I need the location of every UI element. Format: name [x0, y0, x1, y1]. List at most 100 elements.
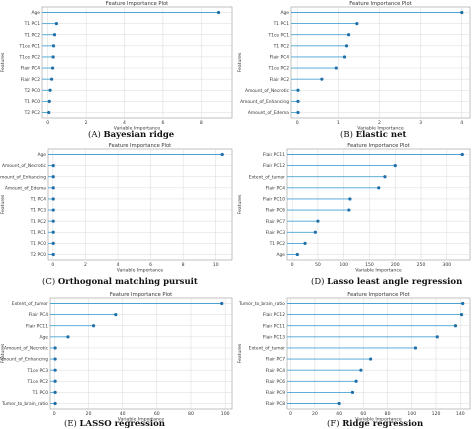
caption-title: Orthogonal matching pursuit: [57, 277, 198, 287]
y-tick-label: T1 PC2: [24, 32, 41, 38]
lollipop-point: [47, 110, 51, 115]
lollipop-point: [47, 99, 51, 103]
y-tick-label: Tumor_to_brain_ratio: [1, 401, 48, 407]
lollipop-point: [53, 346, 57, 350]
y-tick-label: T1ce PC1: [268, 32, 290, 38]
lollipop-point: [435, 335, 439, 339]
x-tick-label: 4: [123, 120, 126, 126]
y-tick-label: Age: [281, 10, 290, 16]
chart-svg: Feature Importance Plot 0 1 2 3 4 Variable Imp…: [237, 1, 471, 132]
chart-title: Feature Importance Plot: [110, 292, 172, 298]
y-tick-label: Flair PC4: [21, 66, 41, 72]
x-tick-label: 0: [53, 411, 56, 417]
lollipop-point: [51, 241, 55, 245]
plot-frame: [290, 6, 471, 119]
lollipop-point: [461, 301, 465, 306]
lollipop-point: [54, 22, 58, 26]
y-tick-label: Flair PC9: [266, 390, 286, 396]
y-axis-label: Features: [0, 194, 6, 214]
lollipop-point: [66, 335, 70, 339]
lollipop-point: [377, 186, 381, 190]
chart-svg: Feature Importance Plot 0 2 4 6 8 Variable Imp…: [0, 1, 233, 132]
chart-title: Feature Importance Plot: [349, 1, 411, 7]
x-tick-label: 6: [161, 120, 164, 126]
caption-title: Lasso least angle regression: [327, 277, 463, 287]
x-axis-label: Variable Importance: [355, 417, 402, 423]
x-tick-label: 2: [84, 262, 87, 268]
y-tick-label: Flair PC11: [263, 152, 285, 158]
lollipop-point: [348, 197, 352, 201]
y-tick-label: T1ce PC2: [27, 379, 49, 385]
lollipop-point: [51, 44, 56, 48]
x-tick-label: 100: [407, 411, 416, 417]
plot-frame: [286, 297, 471, 410]
y-tick-label: Flair PC4: [266, 368, 286, 374]
y-tick-label: T1 PC4: [30, 197, 47, 203]
lollipop-point: [51, 252, 55, 257]
x-tick-label: 8: [182, 262, 185, 268]
y-tick-label: Amount_of_Necrotic: [245, 88, 290, 94]
lollipop-point: [53, 390, 57, 394]
x-axis-label: Variable Importance: [355, 268, 402, 274]
y-tick-label: Tumor_to_brain_ratio: [238, 301, 285, 307]
x-tick-label: 150: [365, 262, 374, 268]
caption-title: Ridge regression: [342, 419, 424, 429]
lollipop-point: [296, 110, 300, 115]
x-tick-label: 0: [46, 120, 49, 126]
y-tick-label: T1ce PC2: [268, 66, 290, 72]
x-tick-label: 50: [315, 262, 321, 268]
y-tick-label: T1 PC1: [24, 21, 41, 27]
chart-title: Feature Importance Plot: [106, 1, 168, 7]
lollipop-point: [216, 10, 221, 15]
caption-label: (C): [42, 277, 56, 287]
x-tick-label: 140: [456, 411, 465, 417]
lollipop-point: [220, 152, 224, 157]
lollipop-point: [316, 219, 320, 223]
y-tick-label: T1ce PC2: [19, 55, 41, 61]
x-tick-label: 0: [51, 262, 54, 268]
caption-label: (F): [327, 419, 340, 429]
y-tick-label: T1ce PC3: [27, 368, 49, 374]
lollipop-point: [350, 390, 355, 394]
x-tick-label: 0: [291, 262, 294, 268]
lollipop-point: [295, 252, 299, 257]
y-axis-label: Features: [237, 343, 243, 363]
x-axis-label: Variable Importance: [117, 268, 164, 274]
lollipop-point: [313, 230, 317, 234]
y-tick-label: Amount_of_Necrotic: [2, 163, 47, 169]
lollipop-point: [393, 164, 397, 168]
x-tick-label: 40: [120, 411, 126, 417]
caption-a: (A) Bayesian ridge: [88, 130, 174, 140]
lollipop-point: [296, 88, 300, 92]
lollipop-point: [53, 357, 57, 361]
x-tick-label: 2: [378, 120, 381, 126]
y-tick-label: Age: [32, 10, 41, 16]
y-tick-label: Flair PC4: [266, 185, 286, 191]
y-tick-label: T1 PC0: [32, 390, 49, 396]
lollipop-point: [48, 88, 52, 92]
lollipop-point: [296, 99, 300, 103]
y-tick-label: Extent_of_tumor: [12, 301, 48, 307]
lollipop-point: [52, 33, 57, 37]
x-tick-label: 20: [312, 411, 318, 417]
x-tick-label: 20: [86, 411, 92, 417]
chart-title: Feature Importance Plot: [347, 143, 409, 149]
caption-e: (E) LASSO regression: [64, 419, 165, 429]
caption-title: Bayesian ridge: [103, 130, 175, 140]
x-tick-label: 4: [117, 262, 120, 268]
plot-frame: [41, 6, 233, 119]
lollipop-point: [460, 10, 464, 15]
y-axis-label: Features: [0, 52, 6, 72]
y-tick-label: Amount_of_Edema: [5, 185, 46, 191]
caption-title: LASSO regression: [79, 419, 165, 429]
x-tick-label: 60: [360, 411, 366, 417]
caption-label: (E): [64, 419, 77, 429]
y-tick-label: Flair PC6: [266, 379, 286, 385]
y-tick-label: T1 PC2: [30, 219, 47, 225]
lollipop-point: [334, 66, 338, 70]
y-tick-label: T1 PC3: [30, 208, 47, 214]
x-tick-label: 200: [391, 262, 400, 268]
x-axis-label: Variable Importance: [114, 126, 161, 132]
x-tick-label: 60: [154, 411, 160, 417]
y-tick-label: Age: [277, 252, 286, 258]
